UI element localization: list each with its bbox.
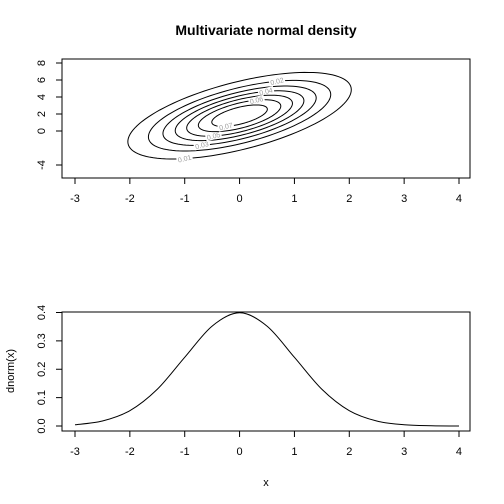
contour-label: 0.01 bbox=[177, 155, 192, 165]
density-curve bbox=[74, 312, 460, 427]
contour-plot-frame bbox=[61, 58, 471, 179]
contour-lines: 0.01 0.02 0.03 0.04 0.05 0.06 0.07 bbox=[127, 71, 352, 165]
x-tick-label: -1 bbox=[180, 446, 190, 458]
x-tick-label: 4 bbox=[456, 193, 462, 205]
contour-line bbox=[186, 94, 293, 137]
contour-label: 0.02 bbox=[270, 77, 285, 87]
y-tick-label: 0.0 bbox=[36, 418, 48, 433]
density-y-axis: 0.0 0.1 0.2 0.3 0.4 bbox=[36, 305, 63, 434]
y-tick-label: 0.2 bbox=[36, 362, 48, 377]
y-tick-label: -4 bbox=[36, 160, 48, 170]
x-tick-label: -2 bbox=[125, 446, 135, 458]
x-axis-label: x bbox=[263, 477, 269, 489]
y-tick-label: 4 bbox=[36, 94, 48, 100]
x-tick-label: 4 bbox=[456, 446, 462, 458]
y-tick-label: 0.1 bbox=[36, 390, 48, 405]
x-tick-label: -3 bbox=[70, 193, 80, 205]
contour-y-axis: -4 0 2 4 6 8 bbox=[36, 60, 63, 170]
contour-label-bg bbox=[193, 139, 211, 151]
contour-label: 0.03 bbox=[195, 141, 210, 151]
x-tick-label: 2 bbox=[346, 193, 352, 205]
contour-label: 0.06 bbox=[249, 96, 264, 106]
contour-line bbox=[147, 79, 332, 152]
contour-line bbox=[174, 90, 305, 142]
contour-label-bg bbox=[257, 86, 275, 97]
contour-line bbox=[211, 104, 268, 127]
x-tick-label: 0 bbox=[237, 446, 243, 458]
contour-plot: -3 -2 -1 0 1 2 3 4 -4 0 2 4 6 8 0.01 0.02 0.03 0.04 0.05… bbox=[36, 58, 471, 205]
density-x-axis: -3 -2 -1 0 1 2 3 4 bbox=[70, 430, 462, 458]
contour-label-bg bbox=[247, 94, 266, 106]
y-tick-label: 0.4 bbox=[36, 305, 48, 320]
x-tick-label: -2 bbox=[125, 193, 135, 205]
contour-label: 0.04 bbox=[259, 87, 274, 97]
density-plot: -3 -2 -1 0 1 2 3 4 0.0 0.1 0.2 0.3 0.4 x dnorm(x) bbox=[5, 305, 471, 489]
y-tick-label: 0 bbox=[36, 128, 48, 134]
x-tick-label: 0 bbox=[237, 193, 243, 205]
y-tick-label: 8 bbox=[36, 60, 48, 66]
x-tick-label: 3 bbox=[401, 193, 407, 205]
contour-label-bg bbox=[204, 130, 223, 142]
contour-label: 0.07 bbox=[219, 122, 234, 132]
contour-line bbox=[162, 85, 317, 146]
x-tick-label: 3 bbox=[401, 446, 407, 458]
chart-title: Multivariate normal density bbox=[175, 22, 356, 38]
x-tick-label: -1 bbox=[180, 193, 190, 205]
y-tick-label: 0.3 bbox=[36, 333, 48, 348]
contour-line bbox=[127, 71, 352, 160]
y-tick-label: 2 bbox=[36, 111, 48, 117]
contour-line bbox=[197, 99, 282, 133]
x-tick-label: 1 bbox=[291, 193, 297, 205]
contour-label: 0.05 bbox=[206, 132, 221, 142]
contour-label-bg bbox=[175, 153, 194, 164]
x-tick-label: 1 bbox=[291, 446, 297, 458]
contour-label-bg bbox=[268, 75, 286, 87]
x-tick-label: -3 bbox=[70, 446, 80, 458]
contour-label-bg bbox=[217, 121, 235, 132]
density-plot-frame bbox=[61, 311, 471, 432]
y-axis-label: dnorm(x) bbox=[5, 349, 17, 393]
y-tick-label: 6 bbox=[36, 77, 48, 83]
contour-x-axis: -3 -2 -1 0 1 2 3 4 bbox=[70, 177, 462, 205]
x-tick-label: 2 bbox=[346, 446, 352, 458]
